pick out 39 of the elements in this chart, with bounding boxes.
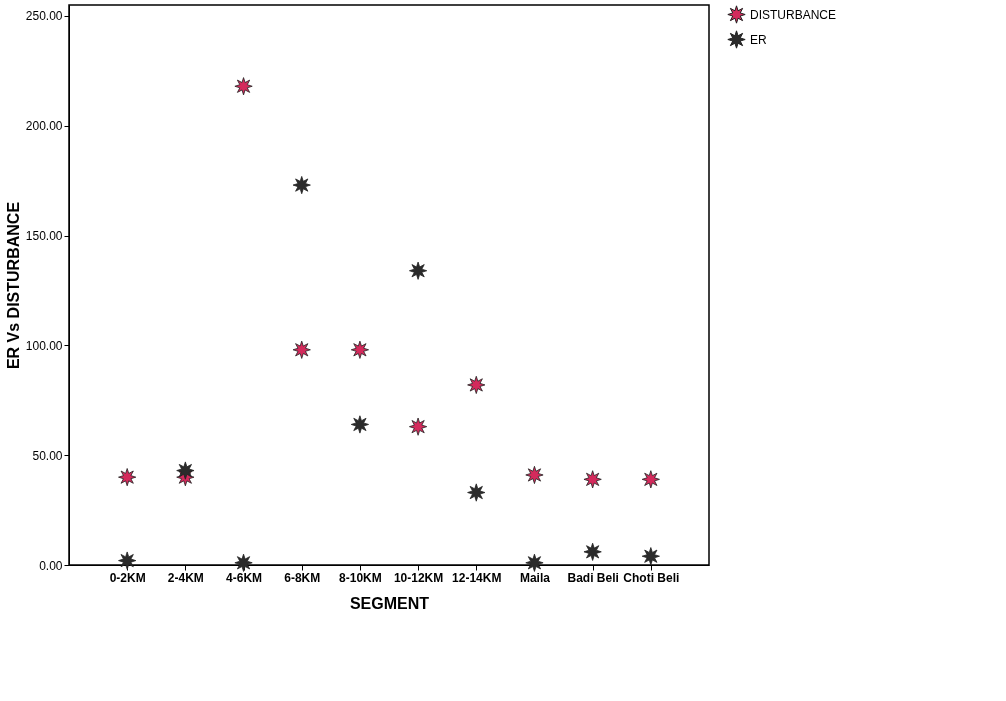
- point: [467, 375, 486, 394]
- x-tick-label: 6-8KM: [284, 570, 321, 585]
- point: [409, 261, 428, 280]
- point: [409, 417, 428, 436]
- y-tick-label: 50.00: [32, 448, 63, 463]
- x-tick-label: 10-12KM: [393, 570, 444, 585]
- x-tick-label: 4-6KM: [226, 570, 263, 585]
- point: [118, 551, 137, 570]
- x-tick-label: 12-14KM: [452, 570, 502, 585]
- point: [118, 468, 137, 487]
- x-tick-label: 8-10KM: [339, 570, 382, 585]
- y-tick-label: 250.00: [25, 9, 63, 24]
- point: [350, 340, 369, 359]
- point: [176, 461, 195, 480]
- legend-label: DISTURBANCE: [750, 7, 837, 22]
- x-axis-title: SEGMENT: [349, 594, 430, 612]
- point: [641, 547, 660, 566]
- point: [234, 77, 253, 96]
- point: [292, 340, 311, 359]
- point: [641, 470, 660, 489]
- point: [234, 553, 253, 572]
- point: [350, 415, 369, 434]
- point: [525, 465, 544, 485]
- point: [467, 483, 486, 502]
- x-tick-label: Maila: [519, 570, 551, 585]
- y-tick-label: 150.00: [25, 229, 63, 244]
- point: [583, 542, 602, 561]
- x-tick-label: Badi Beli: [567, 570, 619, 585]
- y-tick-label: 100.00: [25, 338, 63, 353]
- x-tick-label: 0-2KM: [109, 570, 146, 585]
- x-tick-label: 2-4KM: [167, 570, 204, 585]
- point: [292, 176, 311, 195]
- y-axis-title: ER Vs DISTURBANCE: [4, 201, 22, 370]
- legend-label: ER: [750, 32, 767, 47]
- y-tick-label: 200.00: [25, 119, 63, 134]
- point: [525, 553, 544, 572]
- y-tick-label: 0.00: [39, 558, 63, 573]
- point: [583, 470, 602, 489]
- x-tick-label: Choti Beli: [623, 570, 680, 585]
